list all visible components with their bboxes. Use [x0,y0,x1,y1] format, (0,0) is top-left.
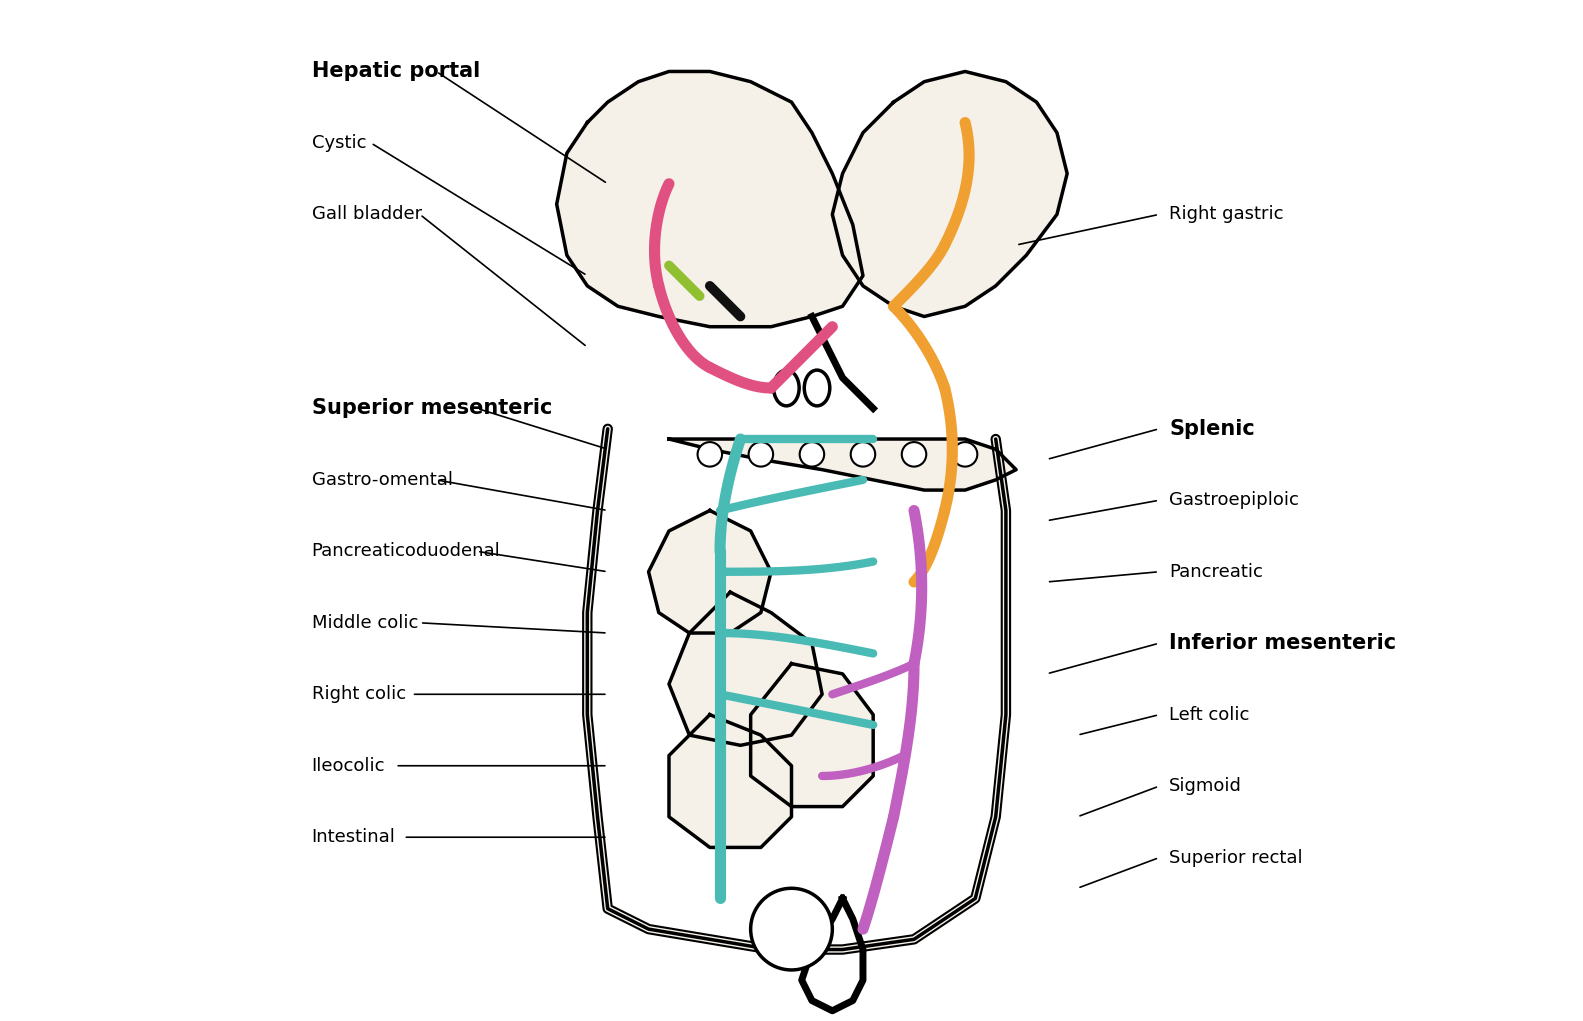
Polygon shape [670,715,792,847]
Circle shape [902,442,926,467]
Text: Inferior mesenteric: Inferior mesenteric [1170,633,1396,653]
Text: Middle colic: Middle colic [312,614,418,632]
Polygon shape [670,439,1016,490]
Text: Gall bladder: Gall bladder [312,205,421,224]
Text: Gastroepiploic: Gastroepiploic [1170,491,1300,509]
Circle shape [750,888,833,970]
Polygon shape [670,592,822,745]
Text: Hepatic portal: Hepatic portal [312,61,480,82]
Text: Right colic: Right colic [312,685,405,703]
Ellipse shape [774,371,799,405]
Text: Pancreatic: Pancreatic [1170,563,1263,581]
Polygon shape [649,510,771,633]
Text: Intestinal: Intestinal [312,828,396,846]
Circle shape [953,442,977,467]
Polygon shape [557,71,863,327]
Circle shape [850,442,875,467]
Text: Superior rectal: Superior rectal [1170,848,1303,867]
Text: Pancreaticoduodenal: Pancreaticoduodenal [312,542,500,561]
Text: Sigmoid: Sigmoid [1170,777,1243,795]
Text: Superior mesenteric: Superior mesenteric [312,398,552,419]
Polygon shape [750,664,874,807]
Text: Gastro-omental: Gastro-omental [312,471,453,489]
Circle shape [799,442,825,467]
Text: Splenic: Splenic [1170,419,1255,439]
Text: Ileocolic: Ileocolic [312,757,385,775]
Circle shape [698,442,722,467]
Text: Left colic: Left colic [1170,706,1249,724]
Polygon shape [833,71,1067,317]
Ellipse shape [804,371,829,405]
Text: Cystic: Cystic [312,134,366,152]
Circle shape [749,442,773,467]
Text: Right gastric: Right gastric [1170,205,1284,224]
